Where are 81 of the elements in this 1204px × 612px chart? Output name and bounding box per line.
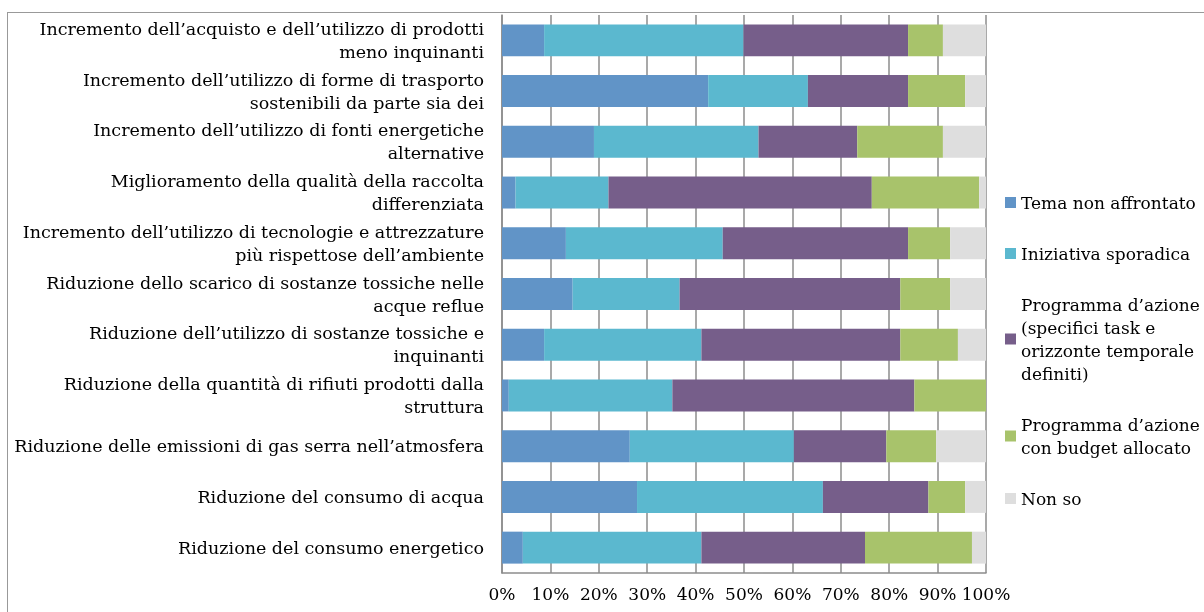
bar (822, 480, 929, 513)
x-tick-label: 0% (488, 583, 516, 604)
bar (950, 227, 986, 260)
x-tick-label: 90% (918, 583, 957, 604)
bar (508, 379, 673, 412)
bar (502, 379, 509, 412)
x-tick-label: 80% (870, 583, 909, 604)
bar (936, 430, 986, 463)
bar (914, 379, 986, 412)
bar (629, 430, 794, 463)
bar (908, 24, 943, 57)
bar (502, 480, 638, 513)
bar (522, 531, 702, 564)
bar (871, 176, 980, 209)
bar (679, 278, 901, 310)
y-tick-label: Riduzione del consumo di acqua (197, 486, 484, 507)
bar (971, 531, 986, 564)
y-tick-label: Riduzione della quantità di rifiuti prodotti dalla struttura (63, 373, 484, 417)
bar (502, 125, 594, 158)
bar (957, 328, 986, 361)
bar (502, 75, 709, 108)
bar (793, 430, 887, 463)
bar (502, 328, 545, 361)
bar (502, 176, 516, 209)
bar (928, 480, 966, 513)
y-tick-label: Riduzione del consumo energetico (178, 537, 484, 558)
legend-label: Non so (1021, 488, 1082, 509)
bar (708, 75, 808, 108)
y-tick-label: Incremento dell’utilizzo di forme di trasporto sostenibili da parte sia dei (82, 69, 485, 113)
bar (886, 430, 937, 463)
y-tick-label: Riduzione dello scarico di sostanze tossiche nelle acque reflue (46, 272, 484, 316)
bar (572, 278, 680, 310)
bar (857, 125, 943, 158)
bar (701, 328, 901, 361)
y-tick-label: Riduzione dell’utilizzo di sostanze tossiche e inquinanti (89, 323, 485, 367)
bar (900, 328, 958, 361)
y-tick-label: Incremento dell’utilizzo di fonti energetiche alternative (93, 120, 484, 164)
x-tick-label: 30% (628, 583, 667, 604)
bar (502, 24, 545, 57)
bar (942, 125, 986, 158)
legend-label: Programma d’azione con budget allocato (1021, 414, 1200, 458)
bar (672, 379, 915, 412)
bar (544, 24, 744, 57)
bar (565, 227, 723, 260)
y-tick-label: Miglioramento della qualità della raccolta differenziata (110, 171, 484, 215)
legend-label: Programma d’azione (specifici task e orizzonte temporale definiti) (1021, 294, 1200, 384)
bar (942, 24, 986, 57)
bar (807, 75, 909, 108)
x-tick-label: 100% (961, 583, 1011, 604)
bar (502, 531, 523, 564)
bar (865, 531, 972, 564)
bar (515, 176, 609, 209)
x-tick-label: 70% (821, 583, 860, 604)
bar (965, 75, 986, 108)
x-tick-label: 50% (725, 583, 763, 604)
bar (900, 278, 951, 310)
bar (965, 480, 986, 513)
bar (637, 480, 823, 513)
bar (502, 278, 573, 310)
x-tick-label: 40% (676, 583, 715, 604)
bar (502, 430, 630, 463)
bar (979, 176, 986, 209)
y-tick-label: Incremento dell’acquisto e dell’utilizzo di prodotti meno inquinanti (39, 18, 485, 62)
bar (608, 176, 872, 209)
bar (908, 227, 951, 260)
x-tick-label: 10% (531, 583, 570, 604)
bar (758, 125, 858, 158)
legend-label: Iniziativa sporadica (1021, 243, 1191, 264)
bar (950, 278, 986, 310)
bar (502, 227, 566, 260)
bar (701, 531, 865, 564)
x-tick-label: 20% (579, 583, 618, 604)
x-tick-label: 60% (773, 583, 812, 604)
legend-label: Tema non affrontato (1021, 192, 1196, 213)
y-tick-label: Incremento dell’utilizzo di tecnologie e attrezzature più rispettose dell’ambiente (22, 221, 484, 265)
bar (722, 227, 909, 260)
y-tick-label: Riduzione delle emissioni di gas serra nell’atmosfera (14, 436, 484, 457)
bar (743, 24, 909, 57)
bar (908, 75, 966, 108)
bar (593, 125, 759, 158)
bar (544, 328, 702, 361)
